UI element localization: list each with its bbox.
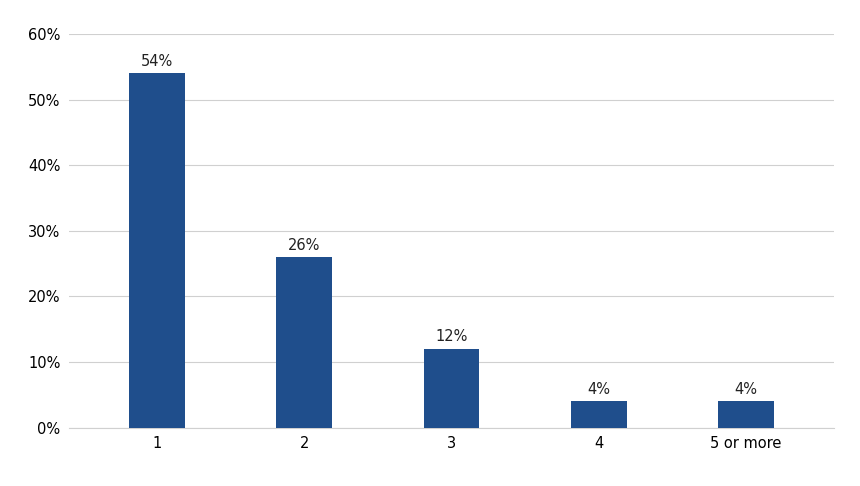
Bar [718, 401, 774, 428]
Bar [276, 257, 332, 428]
Text: 4%: 4% [734, 382, 758, 397]
Bar [423, 349, 480, 428]
Bar [571, 401, 627, 428]
Text: 4%: 4% [587, 382, 611, 397]
Text: 26%: 26% [288, 238, 321, 253]
Bar [129, 73, 185, 428]
Text: 12%: 12% [435, 330, 468, 345]
Text: 54%: 54% [141, 54, 173, 69]
